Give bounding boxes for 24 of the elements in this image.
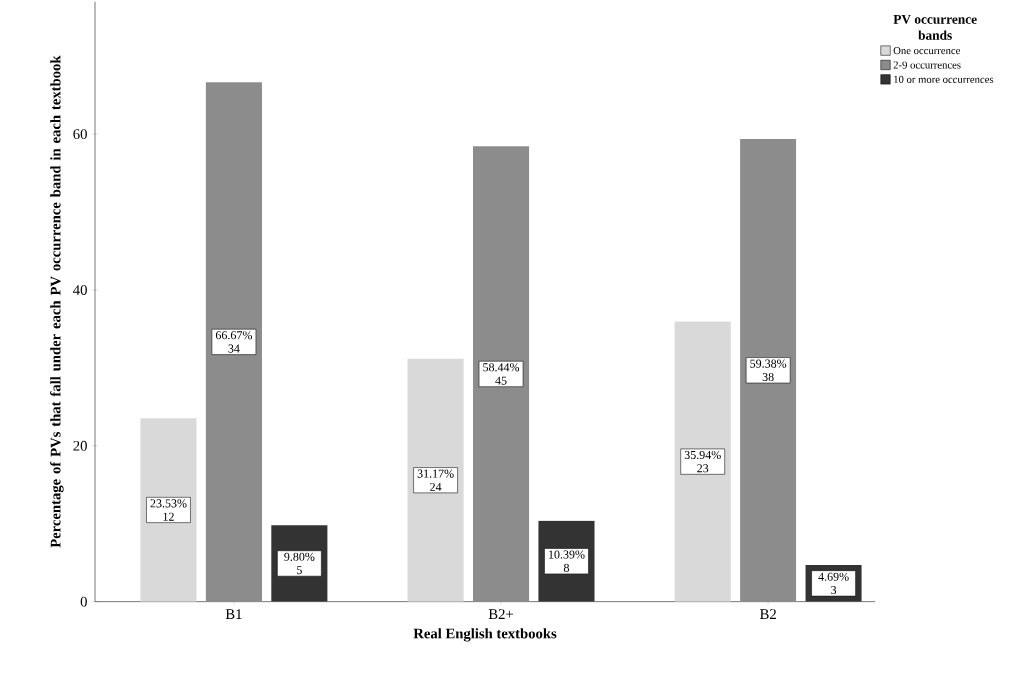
data-label: 35.94% 23 <box>684 450 721 473</box>
data-label: 66.67% 34 <box>215 331 253 353</box>
legend-label: 2-9 occurrences <box>893 61 961 69</box>
bar <box>407 358 464 602</box>
data-label: 58.44% 45 <box>483 363 520 385</box>
y-tick-label: 60 <box>73 129 87 140</box>
bar <box>674 321 731 602</box>
data-label: 23.53% 12 <box>150 499 187 521</box>
legend-title: PV occurrence bands <box>893 14 977 40</box>
data-label: 59.38% 38 <box>750 359 787 382</box>
data-label: 4.69% 3 <box>818 572 849 595</box>
legend-label: 10 or more occurrences <box>894 75 994 83</box>
legend-label: One occurrence <box>893 46 961 55</box>
data-label: 31.17% 24 <box>417 469 454 491</box>
y-tick-label: 20 <box>73 440 87 451</box>
x-tick-label: B2 <box>760 609 776 619</box>
data-label: 9.80% 5 <box>284 552 315 575</box>
x-tick-label: B2+ <box>488 609 513 619</box>
y-tick-label: 40 <box>73 285 87 295</box>
x-axis-title: Real English textbooks <box>413 628 557 642</box>
y-tick-label: 0 <box>80 596 87 607</box>
x-tick-label: B1 <box>225 609 242 619</box>
data-label: 10.39% 8 <box>549 550 585 572</box>
y-axis-title: Percentage of PVs that fall under each PV occurrence band in each textbook <box>50 55 64 548</box>
